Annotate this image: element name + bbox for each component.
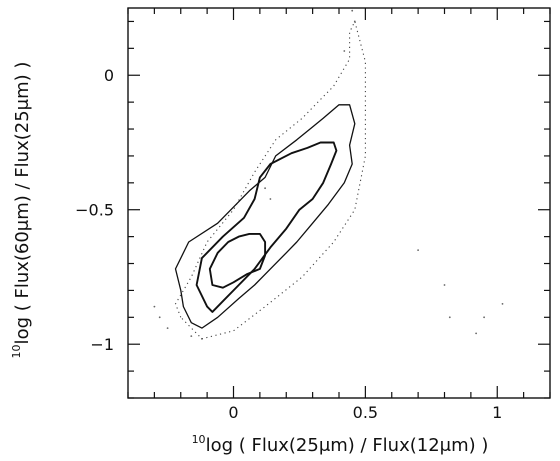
y-axis-label: 10log ( Flux(60μm) / Flux(25μm) ): [10, 62, 33, 359]
axis-layer: 0 0.5 1 0 −0.5 −1: [75, 7, 551, 422]
noise-dot: [501, 303, 504, 305]
y-axis-label-main: log ( Flux(60: [12, 231, 33, 344]
noise-dot: [166, 327, 169, 329]
x-axis-label-mu2: μ: [440, 435, 452, 456]
noise-dot: [343, 50, 346, 52]
noise-dot: [153, 305, 156, 308]
contour-outer-solid: [174, 104, 356, 329]
noise-dot: [158, 316, 161, 319]
plot-layer: [153, 9, 504, 340]
x-axis-label-mu: μ: [319, 435, 331, 456]
x-tick-label: 1: [492, 403, 502, 422]
noise-dot: [264, 187, 266, 190]
y-tick-label: −0.5: [75, 201, 114, 220]
y-axis-label-mu2: μ: [12, 98, 33, 110]
noise-dot: [483, 316, 485, 319]
noise-dot: [448, 316, 451, 319]
noise-dot: [269, 198, 272, 200]
x-axis-label-main: log ( Flux(25: [206, 435, 319, 456]
x-tick-label: 0.5: [353, 403, 378, 422]
x-axis-label-sup: 10: [192, 433, 206, 446]
y-axis-label-tail: m) / Flux(25: [12, 110, 33, 219]
y-axis-label-mu: μ: [12, 219, 33, 231]
y-tick-label: −1: [90, 335, 114, 354]
noise-dot: [190, 335, 193, 337]
noise-dot: [417, 249, 419, 252]
y-axis-label-sup: 10: [10, 344, 23, 358]
y-tick-label: 0: [104, 66, 114, 85]
y-axis-label-end: m) ): [12, 62, 33, 99]
noise-dot: [475, 332, 477, 335]
contour-inner: [208, 232, 267, 289]
x-axis-label-tail: m) / Flux(12: [330, 435, 439, 456]
x-axis-label: 10log ( Flux(25μm) / Flux(12μm) ): [192, 433, 489, 456]
noise-dot: [351, 9, 354, 12]
x-axis-label-end: m) ): [451, 435, 488, 456]
noise-dot: [443, 284, 446, 286]
x-tick-label: 0: [228, 403, 238, 422]
